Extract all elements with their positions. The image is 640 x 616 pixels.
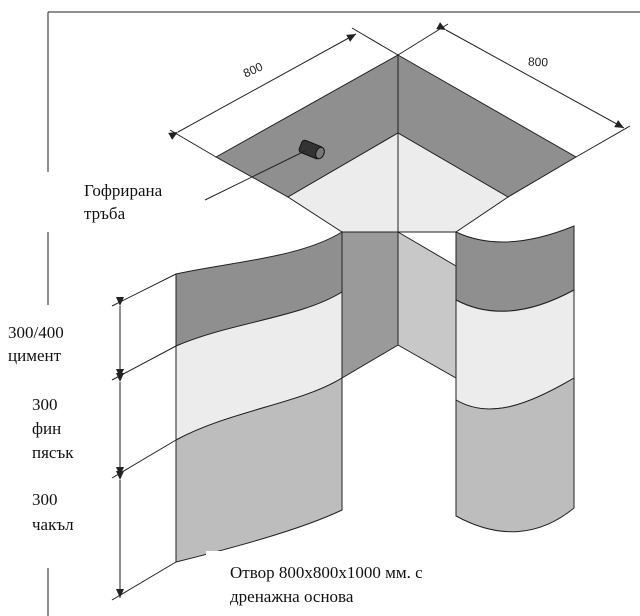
dim-left-ext-a — [169, 129, 217, 158]
inner-wall-right — [397, 231, 457, 379]
pipe-label-line2: тръба — [84, 204, 126, 223]
layer-ext-1 — [111, 345, 177, 381]
dim-left-arrow — [168, 33, 357, 140]
inner-wall-left — [341, 231, 399, 379]
left-gravel-layer — [175, 377, 343, 563]
layer3-material: чакъл — [32, 515, 74, 534]
caption-line2: дренажна основа — [230, 587, 354, 606]
right-gravel-layer — [455, 377, 575, 533]
dim-right-arrow — [436, 22, 625, 129]
dim-label-right: 800 — [527, 54, 549, 70]
layer-ext-bottom — [111, 561, 177, 601]
caption-line1: Отвор 800x800x1000 мм. с — [230, 563, 423, 582]
dim-right-ext-a — [397, 23, 449, 56]
layer2-material-line1: фин — [32, 419, 62, 438]
layer-ext-2 — [111, 439, 177, 479]
layer2-value: 300 — [32, 395, 58, 414]
layer2-material-line2: пясък — [32, 443, 74, 462]
pipe-label-line1: Гофрирана — [84, 181, 163, 200]
caption-background — [206, 551, 451, 611]
layer3-value: 300 — [32, 490, 58, 509]
layer-ext-top — [111, 273, 177, 307]
corrugated-pipe-icon — [298, 139, 325, 160]
layer1-material: цимент — [8, 346, 62, 365]
dim-right-ext-b — [575, 125, 631, 158]
layer1-value: 300/400 — [8, 323, 64, 342]
dim-left-ext-b — [351, 27, 399, 56]
pipe-leader-line — [204, 150, 306, 201]
